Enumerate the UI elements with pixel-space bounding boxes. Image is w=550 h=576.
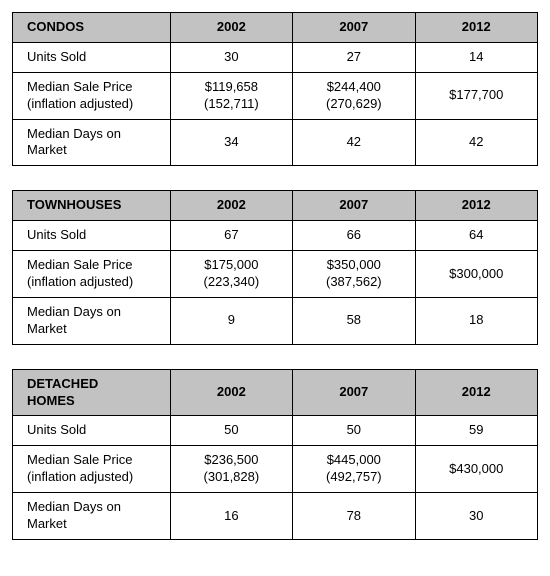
table-townhouses: TOWNHOUSES 2002 2007 2012 Units Sold 67 … <box>12 190 538 344</box>
cell-value: $177,700 <box>415 72 537 119</box>
table-row: Median Sale Price(inflation adjusted) $2… <box>13 446 538 493</box>
cell-value: 67 <box>170 221 292 251</box>
year-header: 2007 <box>293 13 415 43</box>
row-label: Median Sale Price(inflation adjusted) <box>13 72 171 119</box>
cell-value: 78 <box>293 493 415 540</box>
cell-value: $430,000 <box>415 446 537 493</box>
cell-value: $175,000(223,340) <box>170 251 292 298</box>
table-detached-homes: DETACHEDHOMES 2002 2007 2012 Units Sold … <box>12 369 538 540</box>
table-row: Median Days onMarket 16 78 30 <box>13 493 538 540</box>
table-row: Median Days onMarket 9 58 18 <box>13 297 538 344</box>
year-header: 2007 <box>293 191 415 221</box>
cell-value: $119,658(152,711) <box>170 72 292 119</box>
cell-value: 34 <box>170 119 292 166</box>
table-row: Units Sold 67 66 64 <box>13 221 538 251</box>
cell-value: 42 <box>415 119 537 166</box>
table-row: Median Sale Price(inflation adjusted) $1… <box>13 72 538 119</box>
year-header: 2012 <box>415 191 537 221</box>
cell-value: 50 <box>170 416 292 446</box>
year-header: 2002 <box>170 13 292 43</box>
row-label: Units Sold <box>13 416 171 446</box>
row-label: Median Sale Price(inflation adjusted) <box>13 446 171 493</box>
year-header: 2002 <box>170 369 292 416</box>
cell-value: $236,500(301,828) <box>170 446 292 493</box>
row-label: Median Days onMarket <box>13 119 171 166</box>
cell-value: $350,000(387,562) <box>293 251 415 298</box>
table-row: Units Sold 50 50 59 <box>13 416 538 446</box>
table-title: CONDOS <box>13 13 171 43</box>
table-row: Units Sold 30 27 14 <box>13 42 538 72</box>
table-title: DETACHEDHOMES <box>13 369 171 416</box>
year-header: 2002 <box>170 191 292 221</box>
cell-value: $445,000(492,757) <box>293 446 415 493</box>
table-condos: CONDOS 2002 2007 2012 Units Sold 30 27 1… <box>12 12 538 166</box>
table-header-row: TOWNHOUSES 2002 2007 2012 <box>13 191 538 221</box>
row-label: Median Days onMarket <box>13 297 171 344</box>
cell-value: 27 <box>293 42 415 72</box>
row-label: Median Days onMarket <box>13 493 171 540</box>
cell-value: 50 <box>293 416 415 446</box>
year-header: 2012 <box>415 369 537 416</box>
cell-value: 66 <box>293 221 415 251</box>
year-header: 2012 <box>415 13 537 43</box>
cell-value: 30 <box>415 493 537 540</box>
cell-value: $244,400(270,629) <box>293 72 415 119</box>
cell-value: 42 <box>293 119 415 166</box>
cell-value: 9 <box>170 297 292 344</box>
cell-value: 30 <box>170 42 292 72</box>
cell-value: 18 <box>415 297 537 344</box>
table-header-row: CONDOS 2002 2007 2012 <box>13 13 538 43</box>
table-header-row: DETACHEDHOMES 2002 2007 2012 <box>13 369 538 416</box>
table-row: Median Sale Price(inflation adjusted) $1… <box>13 251 538 298</box>
table-row: Median Days onMarket 34 42 42 <box>13 119 538 166</box>
table-title: TOWNHOUSES <box>13 191 171 221</box>
cell-value: 64 <box>415 221 537 251</box>
cell-value: 58 <box>293 297 415 344</box>
row-label: Units Sold <box>13 42 171 72</box>
cell-value: 16 <box>170 493 292 540</box>
row-label: Units Sold <box>13 221 171 251</box>
year-header: 2007 <box>293 369 415 416</box>
cell-value: 59 <box>415 416 537 446</box>
row-label: Median Sale Price(inflation adjusted) <box>13 251 171 298</box>
cell-value: 14 <box>415 42 537 72</box>
cell-value: $300,000 <box>415 251 537 298</box>
